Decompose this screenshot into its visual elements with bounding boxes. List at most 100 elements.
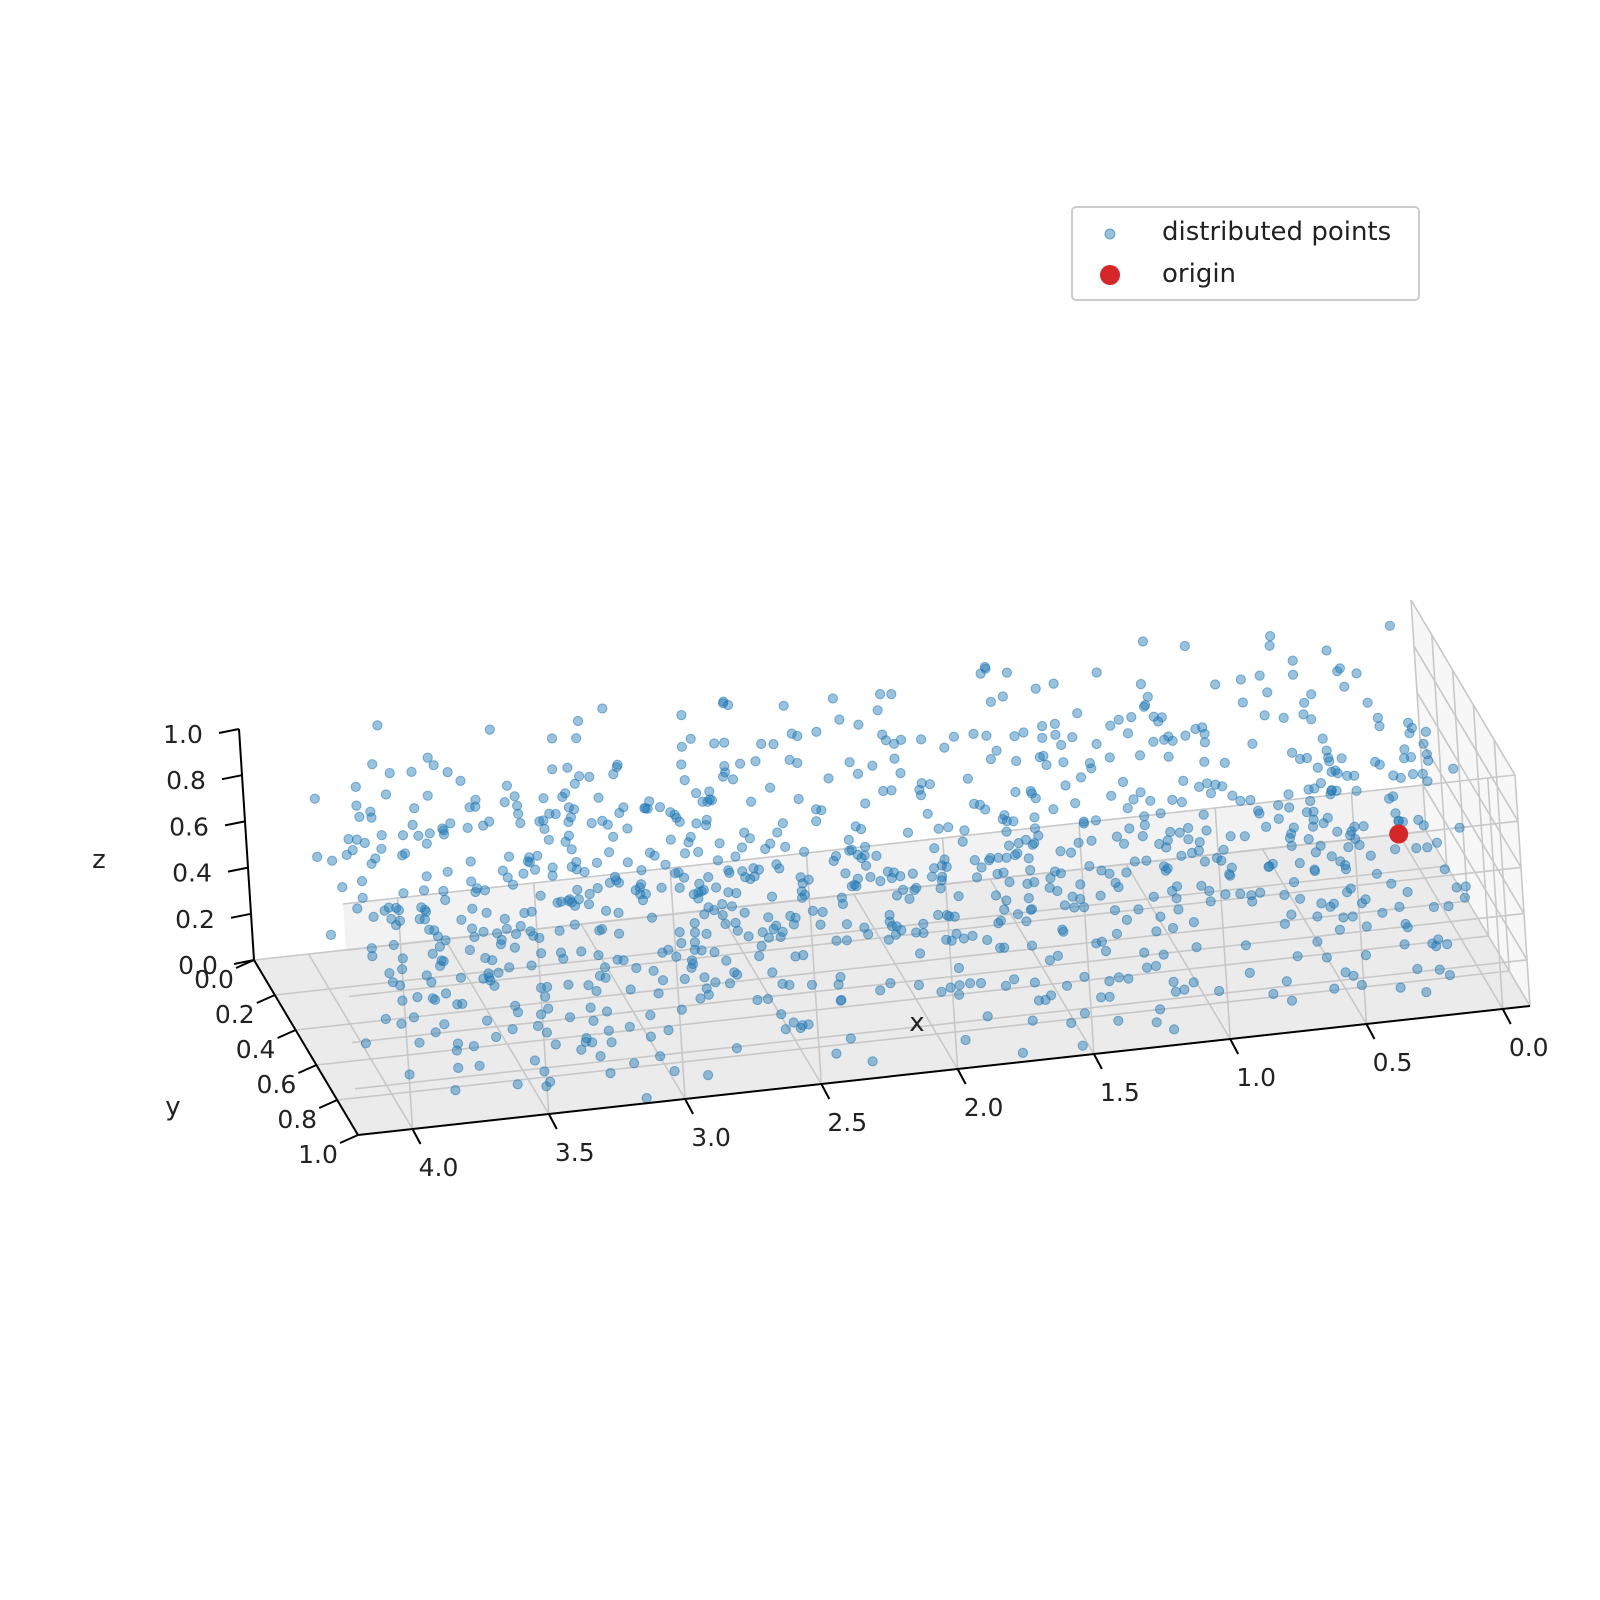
y-tick-label: 0.6 <box>257 1070 297 1099</box>
scatter-point <box>351 800 362 811</box>
scatter-point <box>1210 679 1221 690</box>
scatter-point <box>1395 982 1406 993</box>
z-axis-line <box>238 728 255 961</box>
scatter-point <box>937 871 948 882</box>
scatter-point <box>997 691 1008 702</box>
scatter-point <box>953 891 964 902</box>
scatter-point <box>795 872 806 883</box>
scatter-point <box>468 1041 479 1052</box>
scatter-point <box>1310 847 1322 858</box>
scatter-point <box>1295 893 1306 904</box>
scatter-point <box>547 870 558 881</box>
scatter-point <box>962 773 974 784</box>
scatter-point <box>1315 778 1327 789</box>
scatter-point <box>926 871 938 882</box>
scatter-point <box>588 1015 599 1027</box>
scatter-point <box>1214 985 1225 997</box>
scatter-point <box>777 818 789 829</box>
scatter-point <box>1179 984 1190 995</box>
scatter-point <box>689 927 701 938</box>
scatter-point <box>504 962 515 973</box>
scatter-point <box>935 883 946 894</box>
scatter-point <box>576 946 587 957</box>
scatter-point <box>1139 820 1150 831</box>
scatter-point <box>563 816 574 828</box>
scatter-point <box>1188 917 1200 928</box>
scatter-point <box>1255 887 1266 898</box>
scatter-point <box>1395 772 1406 784</box>
scatter-point <box>1326 785 1337 796</box>
grid-line-y <box>1431 634 1448 867</box>
origin-point <box>1389 824 1409 844</box>
scatter-point <box>1384 620 1396 631</box>
scatter-point <box>529 1055 541 1066</box>
scatter-point <box>1247 896 1258 907</box>
scatter-point <box>679 973 690 985</box>
scatter-point <box>1428 901 1440 913</box>
scatter-point <box>1096 992 1107 1003</box>
scatter-point <box>657 947 668 958</box>
x-tick-label: 1.0 <box>1236 1063 1276 1092</box>
scatter-point <box>1388 791 1399 802</box>
scatter-point <box>569 919 580 930</box>
x-tick-mark <box>1093 1053 1103 1070</box>
scatter-point <box>1072 708 1083 719</box>
scatter-point <box>427 993 438 1004</box>
scatter-point <box>718 771 729 782</box>
scatter-point <box>1279 889 1290 901</box>
scatter-point <box>337 882 348 893</box>
scatter-point <box>440 935 451 946</box>
scatter-point <box>843 834 854 846</box>
scatter-point <box>1023 853 1034 864</box>
grid-line-y <box>295 900 1468 1031</box>
scatter-point <box>484 816 495 827</box>
scatter-point <box>686 962 697 974</box>
scatter-point <box>569 778 580 789</box>
legend-label-origin: origin <box>1162 259 1236 289</box>
scatter-point <box>421 871 432 882</box>
scatter-point <box>886 689 897 700</box>
scatter-point <box>971 872 983 883</box>
scatter-point <box>1286 840 1297 852</box>
scatter-point <box>710 977 721 988</box>
scatter-point <box>1309 865 1321 877</box>
scatter-point <box>1126 712 1137 723</box>
scatter-point <box>1431 941 1442 952</box>
scatter-point <box>898 884 909 896</box>
scatter-point <box>807 905 819 917</box>
scatter-point <box>676 741 687 752</box>
scatter-point <box>877 729 888 740</box>
scatter-point <box>606 1037 617 1048</box>
scatter-point <box>1345 883 1356 894</box>
x-axis-label: x <box>909 1008 924 1038</box>
scatter-point <box>933 823 944 834</box>
scatter-point <box>1078 818 1090 829</box>
scatter-point <box>1225 831 1236 842</box>
scatter-point <box>1351 668 1362 679</box>
scatter-point <box>929 843 940 854</box>
scatter-point <box>1167 794 1178 806</box>
scatter-point <box>1183 834 1194 845</box>
scatter-point <box>1412 963 1423 975</box>
z-tick-mark <box>221 774 243 781</box>
scatter-point <box>724 978 736 989</box>
scatter-point <box>1388 770 1399 781</box>
scatter-point <box>703 989 714 1000</box>
z-tick-label: 0.6 <box>169 812 209 841</box>
scatter-point <box>1123 973 1134 984</box>
scatter-point <box>1111 831 1123 842</box>
scatter-point <box>1041 759 1052 771</box>
scatter-point <box>538 793 549 804</box>
scatter-point <box>798 950 809 961</box>
scatter-point <box>701 928 712 940</box>
scatter-point <box>886 785 897 796</box>
scatter-point <box>1199 737 1211 748</box>
scatter-point <box>510 1000 521 1011</box>
scatter-point <box>1009 731 1020 742</box>
scatter-point <box>474 1060 485 1071</box>
scatter-point <box>875 689 886 700</box>
scatter-point <box>1020 834 1032 845</box>
scatter-point <box>413 830 424 841</box>
scatter-point <box>366 943 377 954</box>
scatter-point <box>592 883 603 894</box>
